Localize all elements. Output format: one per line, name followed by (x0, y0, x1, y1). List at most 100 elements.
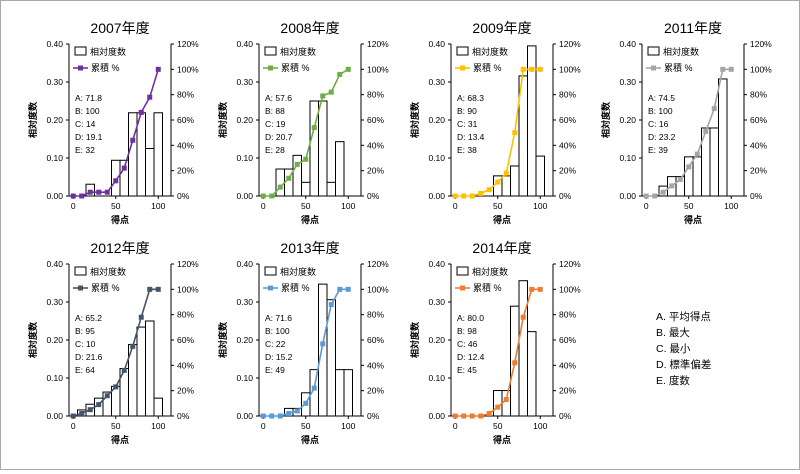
cumulative-point (320, 93, 325, 98)
x-axis-label: 得点 (492, 434, 511, 445)
y-axis-label: 相対度数 (217, 101, 228, 138)
stats-line: E: 28 (265, 145, 285, 155)
legend-swatch-point (460, 286, 465, 291)
histogram-bar (319, 284, 328, 416)
y-tick-label-left: 0.00 (46, 191, 63, 201)
stats-line: C: 16 (648, 119, 669, 129)
cumulative-point (329, 90, 334, 95)
y-tick-label-right: 120% (750, 39, 772, 49)
stats-line: B: 88 (265, 106, 285, 116)
cumulative-point (495, 180, 500, 185)
cumulative-point (156, 287, 161, 292)
y-tick-label-right: 20% (177, 166, 194, 176)
stats-line: E: 45 (457, 365, 477, 375)
histogram-bar (154, 398, 163, 416)
y-tick-label-right: 0% (559, 191, 572, 201)
chart-panel-5: 2013年度0.000.100.200.300.400%20%40%60%80%… (217, 240, 389, 445)
cumulative-point (729, 67, 734, 72)
legend-label-bars: 相対度数 (472, 266, 508, 277)
y-tick-label-right: 100% (559, 64, 581, 74)
stats-line: E: 49 (265, 365, 285, 375)
y-tick-label-right: 80% (177, 90, 194, 100)
legend-swatch-point (268, 66, 273, 71)
y-tick-label-left: 0.20 (428, 335, 445, 345)
stats-line: B: 90 (457, 106, 477, 116)
x-axis-label: 得点 (110, 214, 129, 225)
key-item-e: E. 度数 (656, 373, 690, 388)
legend-label-line: 累積 % (473, 62, 502, 73)
stats-line: A: 74.5 (648, 93, 675, 103)
histogram-bar (336, 142, 345, 196)
chart-panel-1: 2008年度 0.00 0.10 0.20 0.30 0.40 0% 20% 40% 60% 80%… (217, 20, 389, 225)
y-axis-label: 相対度数 (217, 321, 228, 358)
key-item-a: A. 平均得点 (656, 309, 711, 324)
histogram-bar (519, 281, 528, 416)
legend-label-bars: 相対度数 (90, 266, 126, 277)
histogram-bar (502, 391, 511, 416)
y-tick-label-left: 0.00 (619, 191, 636, 201)
legend-swatch-point (460, 66, 465, 71)
chart-panel-3: 2011年度 0.00 0.10 0.20 0.30 0.40 0% 20% 40% 60% 80%… (600, 20, 772, 225)
y-tick-label-left: 0.40 (619, 39, 636, 49)
y-tick-label-right: 0% (559, 411, 572, 421)
cumulative-point (312, 125, 317, 130)
cumulative-point (521, 67, 526, 72)
y-tick-label-right: 60% (750, 115, 767, 125)
y-tick-label-right: 40% (750, 140, 767, 150)
chart-title: 2012年度 (90, 240, 149, 256)
y-tick-label-right: 100% (177, 64, 199, 74)
stats-line: A: 68.3 (457, 93, 484, 103)
cumulative-point (669, 183, 674, 188)
cumulative-point (96, 402, 101, 407)
y-tick-label-right: 120% (177, 39, 199, 49)
legend-swatch-point (78, 66, 83, 71)
stats-line: A: 57.6 (265, 93, 292, 103)
y-tick-label-right: 60% (177, 115, 194, 125)
cumulative-point (278, 185, 283, 190)
y-tick-label-left: 0.10 (619, 153, 636, 163)
x-tick-label: 0 (453, 201, 458, 211)
chart-panel-2: 2009年度 0.00 0.10 0.20 0.30 0.40 0% 20% 40% 60% 80%… (409, 20, 581, 225)
y-tick-label-right: 20% (559, 386, 576, 396)
histogram-bar (693, 157, 702, 196)
cumulative-point (529, 67, 534, 72)
histogram-bar (502, 176, 511, 196)
x-tick-label: 0 (453, 421, 458, 431)
histogram-bar (494, 391, 503, 416)
histogram-bar (302, 182, 311, 196)
stats-line: C: 31 (457, 119, 478, 129)
histogram-bar (129, 113, 138, 196)
chart-panel-0: 2007年度 0.00 0.10 0.20 0.30 0.40 0% 20% 40% 60% 80%… (27, 20, 199, 225)
x-axis-label: 得点 (300, 214, 319, 225)
y-tick-label-left: 0.00 (428, 411, 445, 421)
y-axis-label: 相対度数 (27, 321, 38, 358)
legend-swatch-bars (75, 267, 86, 275)
cumulative-point (295, 408, 300, 413)
x-tick-label: 50 (111, 421, 121, 431)
x-axis-label: 得点 (683, 214, 702, 225)
cumulative-point (504, 397, 509, 402)
histogram-bar (336, 370, 345, 416)
y-tick-label-right: 20% (367, 386, 384, 396)
legend: 相対度数累積 % (263, 266, 316, 293)
y-tick-label-right: 20% (750, 166, 767, 176)
y-tick-label-right: 100% (177, 284, 199, 294)
stats-line: B: 100 (265, 326, 290, 336)
y-tick-label-right: 20% (559, 166, 576, 176)
cumulative-point (71, 194, 76, 199)
histogram-bar (154, 113, 163, 196)
cumulative-point (512, 130, 517, 135)
stats-line: D: 15.2 (265, 352, 293, 362)
x-tick-label: 0 (261, 201, 266, 211)
chart-title: 2011年度 (664, 20, 722, 36)
legend: 相対度数累積 % (646, 46, 699, 73)
chart-panel-4: 2012年度 0.00 0.10 0.20 0.30 0.40 0% 20% 40% 60% 80%… (27, 240, 199, 445)
x-tick-label: 50 (493, 421, 503, 431)
cumulative-point (337, 287, 342, 292)
cumulative-point (470, 414, 475, 419)
legend-label-line: 累積 % (473, 282, 502, 293)
y-tick-label-left: 0.30 (428, 77, 445, 87)
y-tick-label-left: 0.40 (46, 39, 63, 49)
